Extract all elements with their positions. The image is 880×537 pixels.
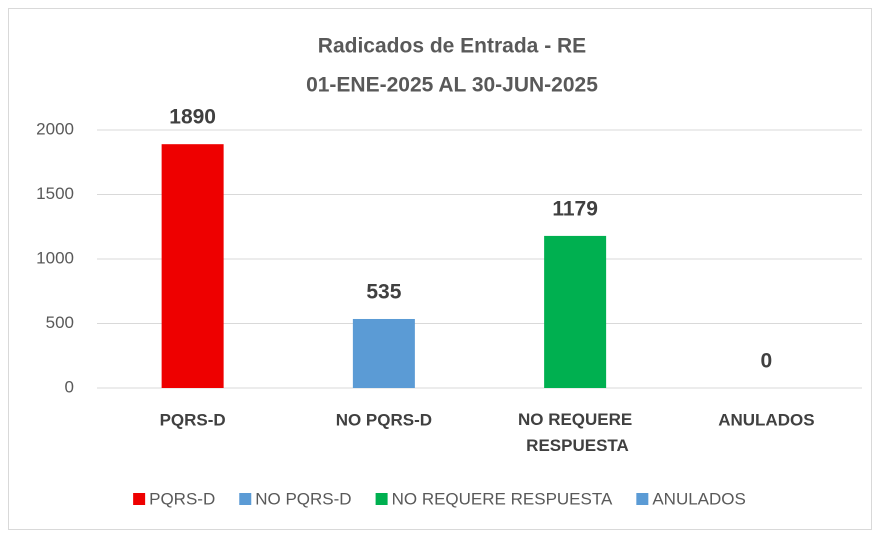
x-tick-label: NO REQUERE RESPUESTA (518, 410, 632, 455)
bar (544, 235, 607, 388)
legend-swatch (133, 493, 146, 505)
x-tick-label: ANULADOS (718, 410, 814, 429)
y-tick-label: 2000 (36, 119, 74, 138)
legend-swatch (239, 493, 252, 505)
data-label: 535 (366, 281, 401, 304)
data-label: 0 (761, 350, 773, 373)
legend-label: NO PQRS-D (255, 489, 351, 508)
chart-frame (8, 8, 872, 530)
chart-title: Radicados de Entrada - RE (318, 35, 586, 58)
chart-subtitle: 01-ENE-2025 AL 30-JUN-2025 (306, 74, 598, 97)
x-tick-label: NO PQRS-D (336, 410, 432, 429)
y-tick-label: 1500 (36, 184, 74, 203)
legend-label: NO REQUERE RESPUESTA (392, 489, 613, 508)
data-label: 1890 (169, 106, 216, 129)
data-label: 1179 (552, 197, 598, 220)
legend-label: PQRS-D (149, 489, 215, 508)
y-tick-label: 0 (65, 377, 74, 396)
bar (352, 318, 415, 388)
y-tick-label: 1000 (36, 248, 74, 267)
bar (161, 144, 224, 388)
legend-swatch (636, 493, 649, 505)
x-tick-label: PQRS-D (160, 410, 226, 429)
legend-label: ANULADOS (652, 489, 746, 508)
legend-swatch (375, 493, 388, 505)
y-tick-label: 500 (46, 313, 74, 332)
